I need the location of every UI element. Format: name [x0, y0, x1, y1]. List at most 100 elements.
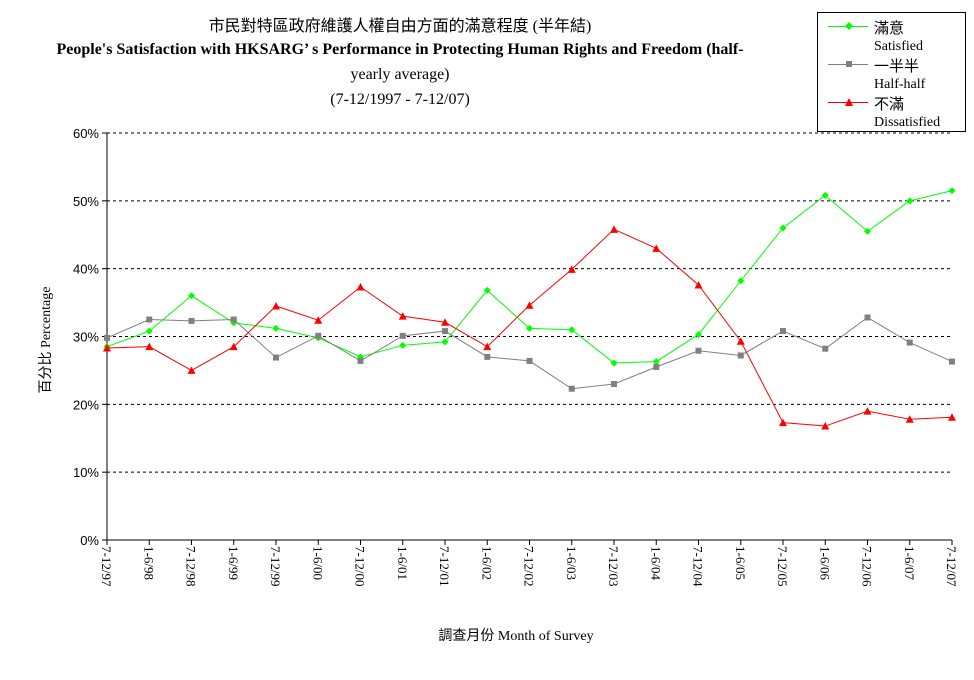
data-point: [864, 227, 871, 235]
x-tick-label: 7-12/06: [860, 546, 875, 587]
series-line: [106, 190, 953, 364]
data-point: [695, 330, 702, 338]
x-tick-label: 1-6/02: [479, 546, 494, 580]
x-tick-label: 7-12/00: [353, 546, 368, 586]
data-point: [780, 328, 786, 335]
data-point: [653, 364, 660, 371]
data-point: [272, 324, 280, 332]
x-tick-label: 7-12/01: [437, 546, 452, 586]
x-tick-label: 7-12/07: [944, 546, 959, 587]
y-tick-label: 20%: [73, 397, 99, 412]
data-point: [821, 191, 829, 199]
chart-title-en: People's Satisfaction with HKSARG’ s Per…: [56, 41, 744, 58]
x-tick-label: 7-12/04: [691, 546, 706, 587]
data-point: [695, 347, 702, 354]
data-point: [694, 280, 703, 289]
y-tick-label: 0%: [80, 533, 99, 548]
data-point: [399, 332, 406, 339]
chart-subtitle: (7-12/1997 - 7-12/07): [330, 91, 470, 108]
data-point: [188, 317, 195, 324]
y-tick-labels: 0% 10% 20% 30% 40% 50% 60%: [73, 126, 99, 548]
data-point: [905, 415, 914, 423]
x-tick-label: 1-6/99: [226, 546, 241, 580]
x-tick-label: 7-12/03: [606, 546, 621, 586]
data-point: [737, 352, 744, 359]
legend-item-satisfied: 滿意 Satisfied: [818, 15, 965, 54]
legend-label-cn: 一半半: [874, 59, 920, 75]
y-tick-label: 30%: [73, 330, 99, 345]
x-tick-label: 7-12/99: [268, 546, 283, 586]
x-tick-label: 7-12/02: [522, 546, 537, 586]
data-point: [399, 341, 407, 349]
x-tick-label: 1-6/00: [310, 546, 325, 580]
data-point: [187, 366, 196, 374]
data-point: [273, 354, 279, 361]
legend-label-cn: 不滿: [874, 97, 905, 113]
data-point: [525, 301, 534, 309]
data-point: [779, 418, 787, 427]
data-point: [145, 342, 154, 351]
data-point: [526, 357, 533, 364]
legend: 滿意 Satisfied 一半半 Half-half 不滿 Dissatisfi…: [817, 12, 966, 132]
legend-label-en: Satisfied: [874, 39, 923, 54]
data-point: [145, 327, 153, 335]
data-point: [441, 318, 449, 326]
data-point: [610, 225, 618, 233]
data-point: [104, 334, 110, 341]
data-point: [779, 224, 787, 232]
data-point: [611, 380, 617, 387]
y-tick-label: 40%: [73, 262, 99, 277]
data-point: [314, 316, 323, 324]
x-tick-label: 1-6/05: [733, 546, 748, 580]
data-point: [441, 338, 449, 346]
data-point: [821, 422, 830, 430]
data-point: [822, 345, 829, 352]
y-tick-label: 60%: [73, 126, 99, 141]
data-point: [610, 359, 618, 367]
legend-item-dissatisfied: 不滿 Dissatisfied: [818, 91, 965, 130]
x-tick-labels: 7-12/97 1-6/98 7-12/98 1-6/99 7-12/99 1-6/00 7…: [99, 546, 959, 587]
data-point: [863, 407, 872, 415]
x-tick-label: 1-6/04: [648, 546, 663, 580]
data-point: [103, 344, 111, 352]
data-point: [484, 353, 491, 360]
data-point: [442, 328, 448, 335]
y-tick-label: 10%: [73, 465, 99, 480]
data-point: [652, 244, 661, 252]
series-satisfied: [103, 187, 956, 367]
diamond-marker-icon: [845, 22, 853, 30]
data-point: [568, 385, 575, 392]
data-point: [315, 332, 322, 339]
x-axis-title: 調查月份 Month of Survey: [438, 628, 593, 644]
data-point: [906, 339, 913, 346]
triangle-marker-icon: [845, 98, 853, 106]
data-point: [652, 358, 660, 366]
x-tick-label: 1-6/07: [902, 546, 917, 580]
legend-label-cn: 滿意: [874, 21, 905, 37]
gridlines: [107, 132, 952, 473]
data-point: [864, 314, 871, 321]
series-dissatisfied: [103, 225, 956, 430]
legend-item-half-half: 一半半 Half-half: [818, 53, 965, 92]
data-point: [356, 282, 365, 291]
chart-title-cn: 市民對特區政府維護人權自由方面的滿意程度 (半年結): [208, 18, 592, 35]
data-point: [483, 286, 491, 294]
x-tick-label: 1-6/03: [564, 546, 579, 580]
data-point: [272, 301, 280, 310]
data-point: [188, 292, 195, 300]
series: [103, 187, 956, 430]
x-tick-label: 7-12/97: [99, 546, 114, 587]
data-point: [948, 187, 956, 195]
x-tick-label: 1-6/06: [817, 546, 832, 580]
x-tick-label: 1-6/98: [141, 546, 156, 580]
x-tick-label: 7-12/98: [184, 546, 199, 586]
y-axis-title: 百分比 Percentage: [38, 287, 54, 394]
data-point: [398, 312, 407, 320]
chart-title-en-cont: yearly average): [350, 66, 450, 83]
data-point: [229, 342, 238, 351]
data-point: [146, 316, 153, 323]
data-point: [567, 265, 576, 273]
y-tick-label: 50%: [73, 194, 99, 209]
data-point: [949, 358, 955, 365]
